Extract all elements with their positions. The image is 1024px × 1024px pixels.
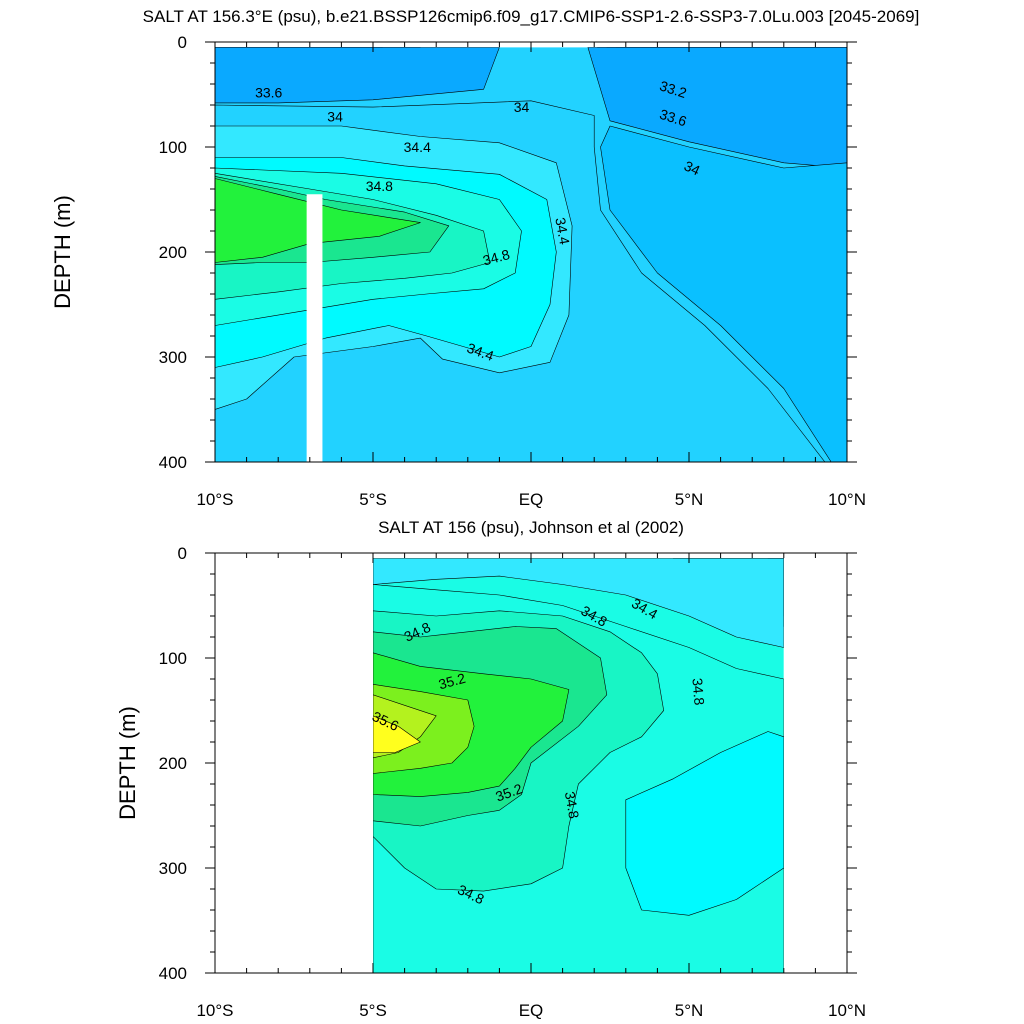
contour-label: 34.8 [366,178,393,194]
x-tick-label: 10°S [196,1001,233,1020]
x-tick-label: 5°S [359,1001,387,1020]
y-tick-label: 100 [159,649,187,668]
panel-model-salinity: SALT AT 156.3°E (psu), b.e21.BSSP126cmip… [50,7,919,509]
contour-label: 33.6 [255,84,282,100]
x-tick-label: 5°S [359,490,387,509]
contour-label: 34 [682,157,703,178]
x-tick-label: 10°N [828,1001,866,1020]
y-tick-label: 200 [159,243,187,262]
contour-label: 34.4 [404,139,431,155]
x-tick-label: EQ [519,490,544,509]
y-tick-label: 300 [159,348,187,367]
contour-field [373,558,784,973]
contour-label: 34.4 [552,216,573,246]
salinity-band-34 [215,47,500,104]
y-tick-label: 400 [159,453,187,472]
salinity-band-34-6 [625,731,784,916]
missing-data-strip [306,194,323,462]
y-tick-label: 400 [159,964,187,983]
panel-title: SALT AT 156 (psu), Johnson et al (2002) [378,518,684,537]
x-tick-label: 10°N [828,490,866,509]
y-tick-label: 0 [178,33,187,52]
contour-label: 34.8 [562,790,583,820]
x-tick-label: 5°N [675,1001,704,1020]
x-tick-label: 5°N [675,490,704,509]
x-tick-label: 10°S [196,490,233,509]
contour-label: 34.8 [481,246,512,269]
contour-label: 34 [327,109,343,125]
contour-label: 34.8 [689,677,707,706]
y-tick-label: 100 [159,138,187,157]
y-tick-label: 200 [159,754,187,773]
salinity-band-35-8 [373,715,421,753]
contour-field [215,47,847,462]
x-tick-label: EQ [519,1001,544,1020]
panel-observed-salinity: SALT AT 156 (psu), Johnson et al (2002) … [115,518,866,1020]
y-tick-label: 0 [178,544,187,563]
y-axis-label: DEPTH (m) [115,706,140,820]
contour-label: 34 [514,99,530,115]
contour-label: 35.2 [437,670,468,693]
salinity-band-34 [600,125,847,462]
y-tick-label: 300 [159,859,187,878]
y-axis-label: DEPTH (m) [50,195,75,309]
salinity-band-34 [587,47,847,169]
panel-title: SALT AT 156.3°E (psu), b.e21.BSSP126cmip… [143,7,920,26]
salinity-band-34-4 [373,558,784,648]
